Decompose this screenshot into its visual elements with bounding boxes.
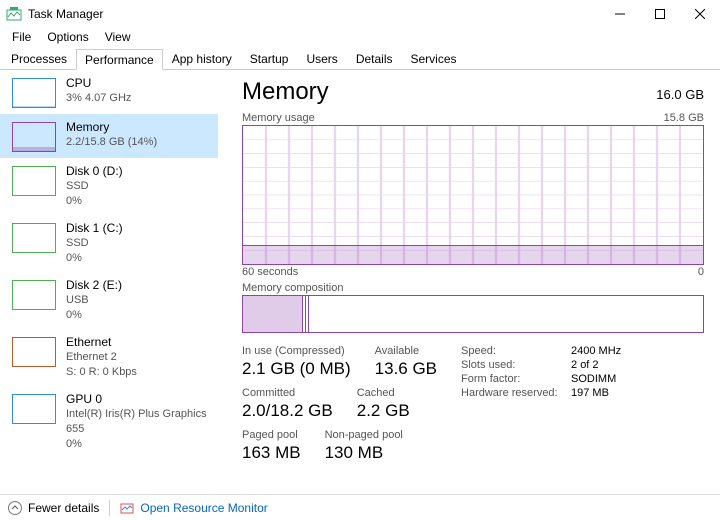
menu-options[interactable]: Options: [39, 28, 96, 48]
cached-value: 2.2 GB: [357, 401, 410, 421]
composition-segment: [243, 296, 303, 332]
sidebar-item-label: Disk 1 (C:): [66, 221, 123, 236]
chevron-up-icon[interactable]: [8, 501, 22, 515]
sidebar-thumb: [12, 337, 56, 367]
available-label: Available: [375, 345, 437, 357]
tab-services[interactable]: Services: [402, 48, 466, 69]
window-controls: [600, 0, 720, 28]
sidebar: CPU3% 4.07 GHzMemory2.2/15.8 GB (14%)Dis…: [0, 70, 218, 494]
tab-users[interactable]: Users: [297, 48, 346, 69]
sidebar-item-label: Disk 2 (E:): [66, 278, 122, 293]
sidebar-item-sub: 0%: [66, 308, 122, 323]
sidebar-item-sub: Intel(R) Iris(R) Plus Graphics 655: [66, 407, 208, 437]
minimize-button[interactable]: [600, 0, 640, 28]
stats-block: In use (Compressed) 2.1 GB (0 MB) Availa…: [242, 345, 704, 471]
sidebar-item-sub: SSD: [66, 236, 123, 251]
open-resource-monitor-link[interactable]: Open Resource Monitor: [140, 501, 267, 515]
sidebar-item-disk-2-e-[interactable]: Disk 2 (E:)USB0%: [0, 272, 218, 329]
composition-segment: [309, 296, 703, 332]
divider: [109, 500, 110, 516]
sidebar-item-sub: 0%: [66, 194, 123, 209]
sidebar-item-sub: 2.2/15.8 GB (14%): [66, 135, 157, 150]
speed-value: 2400 MHz: [571, 345, 621, 357]
nonpaged-label: Non-paged pool: [325, 429, 403, 441]
tab-processes[interactable]: Processes: [2, 48, 76, 69]
usage-fill: [243, 245, 703, 264]
sidebar-item-cpu[interactable]: CPU3% 4.07 GHz: [0, 70, 218, 114]
sidebar-thumb: [12, 122, 56, 152]
form-label: Form factor:: [461, 373, 571, 385]
form-value: SODIMM: [571, 373, 616, 385]
sidebar-item-disk-1-c-[interactable]: Disk 1 (C:)SSD0%: [0, 215, 218, 272]
available-value: 13.6 GB: [375, 359, 437, 379]
tab-details[interactable]: Details: [347, 48, 402, 69]
speed-label: Speed:: [461, 345, 571, 357]
tab-app-history[interactable]: App history: [163, 48, 241, 69]
nonpaged-value: 130 MB: [325, 443, 403, 463]
sidebar-item-sub: 3% 4.07 GHz: [66, 91, 131, 106]
composition-chart: [242, 295, 704, 333]
sidebar-item-sub: USB: [66, 293, 122, 308]
in-use-value: 2.1 GB (0 MB): [242, 359, 351, 379]
sidebar-item-sub: S: 0 R: 0 Kbps: [66, 365, 137, 380]
reserved-label: Hardware reserved:: [461, 387, 571, 399]
usage-label: Memory usage: [242, 112, 315, 124]
sidebar-thumb: [12, 280, 56, 310]
app-icon: [6, 6, 22, 22]
sidebar-thumb: [12, 223, 56, 253]
in-use-label: In use (Compressed): [242, 345, 351, 357]
sidebar-thumb: [12, 166, 56, 196]
menu-file[interactable]: File: [4, 28, 39, 48]
titlebar: Task Manager: [0, 0, 720, 28]
sidebar-item-ethernet[interactable]: EthernetEthernet 2S: 0 R: 0 Kbps: [0, 329, 218, 386]
sidebar-item-label: Ethernet: [66, 335, 137, 350]
menu-view[interactable]: View: [97, 28, 139, 48]
tab-performance[interactable]: Performance: [76, 49, 163, 70]
composition-label: Memory composition: [242, 282, 343, 294]
sidebar-item-label: CPU: [66, 76, 131, 91]
sidebar-item-label: Disk 0 (D:): [66, 164, 123, 179]
tab-startup[interactable]: Startup: [241, 48, 298, 69]
sidebar-item-sub: SSD: [66, 179, 123, 194]
committed-label: Committed: [242, 387, 333, 399]
sidebar-item-label: GPU 0: [66, 392, 208, 407]
content: CPU3% 4.07 GHzMemory2.2/15.8 GB (14%)Dis…: [0, 70, 720, 494]
memory-total: 16.0 GB: [656, 87, 704, 102]
usage-chart: [242, 125, 704, 265]
sidebar-item-disk-0-d-[interactable]: Disk 0 (D:)SSD0%: [0, 158, 218, 215]
close-button[interactable]: [680, 0, 720, 28]
slots-value: 2 of 2: [571, 359, 599, 371]
usage-x-left: 60 seconds: [242, 266, 298, 278]
resource-monitor-icon: [120, 501, 134, 515]
menubar: File Options View: [0, 28, 720, 48]
sidebar-item-sub: 0%: [66, 251, 123, 266]
sidebar-thumb: [12, 78, 56, 108]
slots-label: Slots used:: [461, 359, 571, 371]
window-title: Task Manager: [28, 7, 103, 21]
fewer-details-link[interactable]: Fewer details: [28, 501, 99, 515]
tabstrip: Processes Performance App history Startu…: [0, 48, 720, 70]
sidebar-thumb: [12, 394, 56, 424]
reserved-value: 197 MB: [571, 387, 609, 399]
memory-meta: Speed:2400 MHz Slots used:2 of 2 Form fa…: [461, 345, 621, 471]
paged-value: 163 MB: [242, 443, 301, 463]
sidebar-item-sub: 0%: [66, 437, 208, 452]
cached-label: Cached: [357, 387, 410, 399]
sidebar-item-gpu-0[interactable]: GPU 0Intel(R) Iris(R) Plus Graphics 6550…: [0, 386, 218, 458]
page-title: Memory: [242, 78, 329, 106]
usage-x-right: 0: [698, 266, 704, 278]
sidebar-item-sub: Ethernet 2: [66, 350, 137, 365]
footer: Fewer details Open Resource Monitor: [0, 494, 720, 520]
paged-label: Paged pool: [242, 429, 301, 441]
maximize-button[interactable]: [640, 0, 680, 28]
committed-value: 2.0/18.2 GB: [242, 401, 333, 421]
main-panel: Memory 16.0 GB Memory usage 15.8 GB 60 s…: [218, 70, 720, 494]
sidebar-item-memory[interactable]: Memory2.2/15.8 GB (14%): [0, 114, 218, 158]
usage-max: 15.8 GB: [664, 112, 704, 124]
sidebar-item-label: Memory: [66, 120, 157, 135]
